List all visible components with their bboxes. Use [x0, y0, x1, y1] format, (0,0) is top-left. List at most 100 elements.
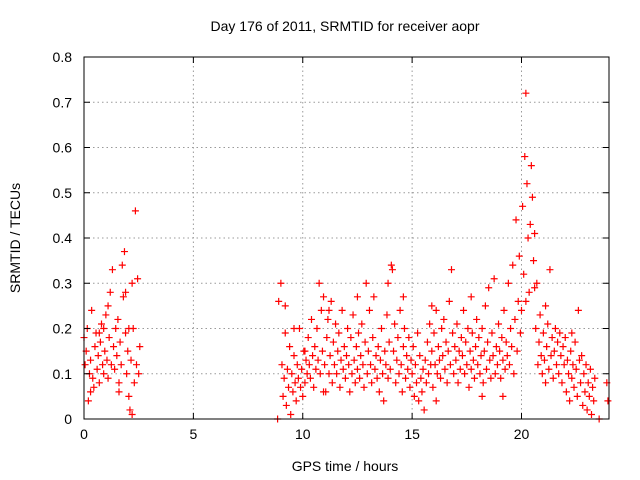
data-point — [574, 306, 582, 314]
data-point — [454, 379, 462, 387]
data-point — [464, 325, 472, 332]
data-point — [540, 356, 548, 364]
data-point — [305, 361, 313, 369]
data-point — [98, 320, 105, 328]
data-point — [544, 320, 552, 328]
data-point — [577, 379, 585, 387]
data-point — [376, 356, 384, 364]
y-tick-label: 0.3 — [53, 275, 73, 291]
data-point — [533, 279, 541, 287]
data-point — [136, 343, 144, 351]
y-tick-label: 0 — [64, 411, 72, 427]
data-point — [365, 306, 373, 314]
data-point — [469, 356, 477, 364]
data-point — [378, 325, 385, 332]
data-point — [572, 365, 580, 373]
data-point — [283, 365, 291, 373]
data-point — [281, 329, 289, 337]
data-point — [548, 334, 556, 342]
data-point — [100, 325, 108, 332]
data-point — [87, 388, 95, 396]
data-point — [371, 365, 379, 373]
data-point — [375, 388, 383, 396]
data-point — [364, 347, 372, 355]
data-point — [391, 320, 399, 328]
data-point — [397, 361, 405, 369]
data-point — [573, 392, 581, 400]
data-point — [409, 343, 417, 351]
data-point — [528, 193, 536, 201]
data-point — [501, 365, 509, 373]
data-point — [428, 347, 436, 355]
data-point — [394, 334, 402, 342]
data-point — [433, 370, 441, 378]
data-point — [387, 261, 395, 269]
data-point — [382, 361, 390, 369]
data-point — [408, 370, 416, 378]
data-points — [80, 89, 612, 423]
data-point — [90, 383, 98, 391]
data-point — [325, 370, 333, 378]
data-point — [355, 329, 363, 337]
data-point — [363, 370, 371, 378]
data-point — [311, 343, 319, 351]
data-point — [285, 383, 293, 391]
data-point — [418, 388, 426, 396]
data-point — [362, 279, 370, 287]
data-point — [320, 293, 328, 301]
data-point — [543, 343, 551, 351]
data-point — [406, 383, 414, 391]
data-point — [369, 334, 377, 342]
data-point — [353, 365, 361, 373]
data-point — [566, 397, 574, 405]
data-point — [304, 334, 312, 342]
data-point — [556, 329, 564, 337]
data-point — [309, 352, 317, 360]
data-point — [470, 374, 478, 382]
data-point — [455, 347, 463, 355]
data-point — [547, 352, 555, 360]
data-point — [467, 293, 475, 301]
data-point — [502, 338, 510, 346]
data-point — [500, 306, 508, 314]
data-point — [579, 401, 587, 409]
y-tick-label: 0.2 — [53, 321, 73, 337]
data-point — [563, 356, 571, 364]
y-tick-label: 0.5 — [53, 185, 73, 201]
data-point — [390, 347, 398, 355]
data-point — [569, 361, 577, 369]
data-point — [537, 352, 545, 360]
data-point — [425, 370, 433, 378]
data-point — [302, 356, 310, 364]
data-point — [451, 343, 459, 351]
data-point — [372, 352, 380, 360]
data-point — [495, 320, 503, 328]
data-point — [498, 334, 506, 342]
grid-lines — [84, 57, 609, 419]
data-point — [353, 293, 361, 301]
data-point — [493, 361, 501, 369]
data-point — [381, 347, 389, 355]
data-point — [419, 365, 427, 373]
data-point — [131, 207, 139, 215]
data-point — [485, 284, 493, 292]
data-point — [448, 266, 455, 274]
data-point — [443, 379, 451, 387]
x-tick-label: 20 — [514, 426, 530, 442]
data-point — [320, 388, 328, 396]
data-point — [474, 361, 482, 369]
data-point — [297, 383, 305, 391]
data-point — [581, 388, 589, 396]
y-tick-label: 0.4 — [53, 230, 73, 246]
data-point — [467, 365, 475, 373]
data-point — [437, 374, 445, 382]
data-point — [299, 392, 307, 400]
data-point — [466, 347, 474, 355]
data-point — [279, 392, 287, 400]
data-point — [298, 365, 306, 373]
data-point — [516, 329, 524, 337]
data-point — [483, 365, 490, 373]
data-point — [430, 329, 438, 337]
data-point — [441, 365, 449, 373]
data-point — [385, 338, 393, 346]
